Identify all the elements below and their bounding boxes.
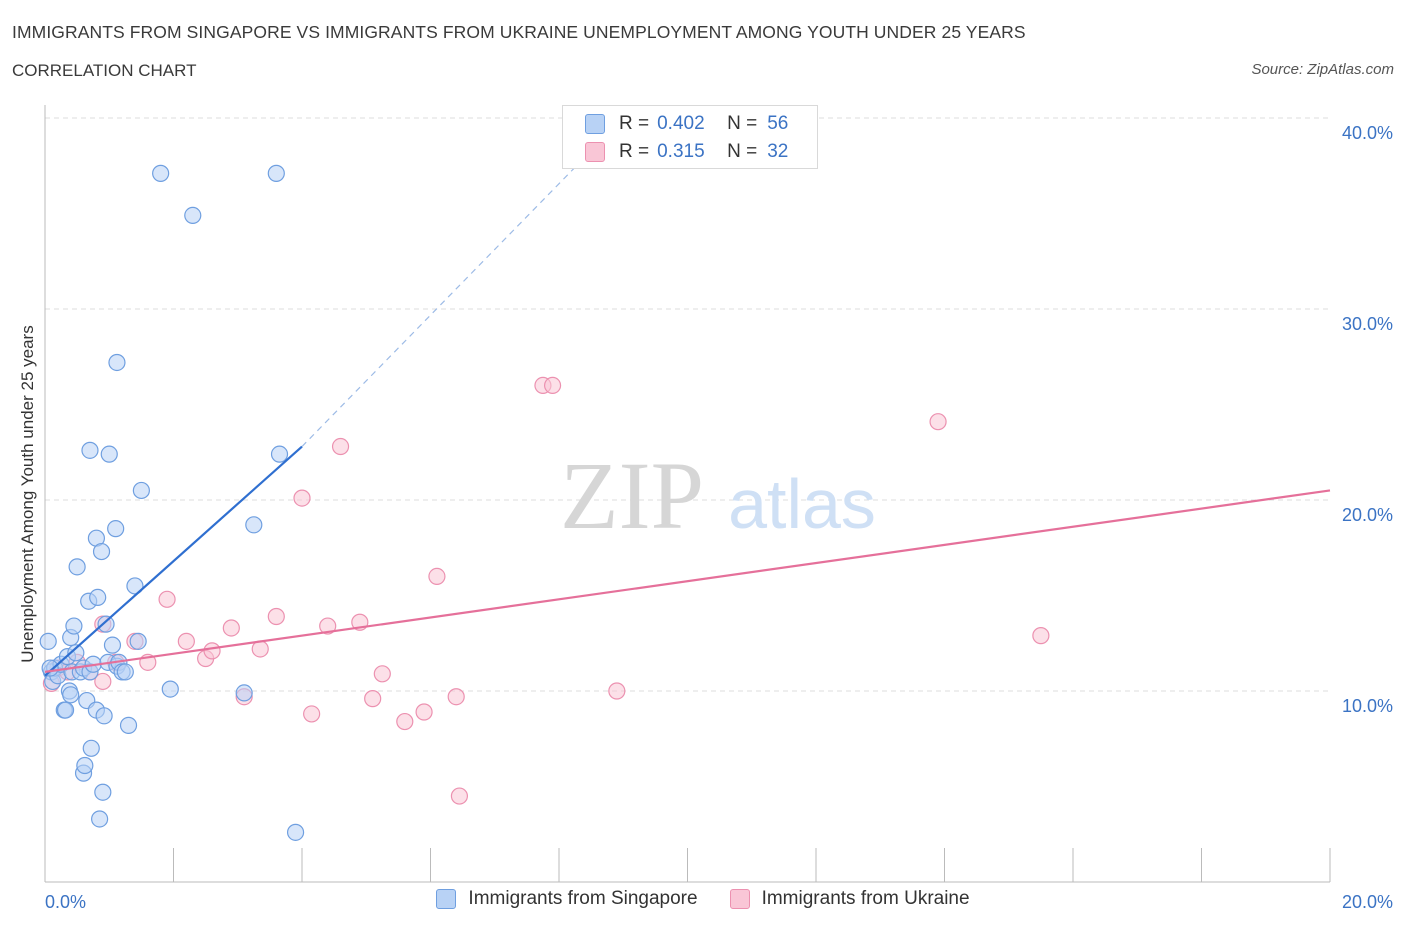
y-tick-label: 40.0% [1342, 123, 1393, 143]
legend-r-value: 0.315 [657, 141, 705, 162]
legend-box: R = 0.402 N = 56 R = 0.315 N = 32 [562, 105, 818, 169]
watermark: ZIP atlas [560, 442, 876, 549]
legend-n-value: 32 [767, 141, 789, 162]
ukraine-point [415, 703, 433, 721]
chart-title: IMMIGRANTS FROM SINGAPORE VS IMMIGRANTS … [12, 22, 1026, 42]
series-label-ukraine: Immigrants from Ukraine [761, 888, 970, 909]
singapore-point [81, 441, 99, 459]
singapore-point [41, 659, 59, 677]
singapore-point [132, 481, 150, 500]
singapore-point [89, 588, 107, 607]
singapore-point [108, 353, 126, 372]
y-tick-label: 20.0% [1342, 505, 1393, 525]
tick-labels: 10.0% 20.0% 30.0% 40.0% 0.0% 20.0% Unemploymen… [18, 123, 1393, 912]
y-tick-label: 10.0% [1342, 696, 1393, 716]
singapore-point [56, 701, 75, 719]
grid [45, 117, 1330, 692]
legend-n-label: N = [727, 113, 758, 134]
singapore-point [67, 644, 85, 662]
ukraine-point [293, 489, 311, 507]
singapore-point [107, 520, 125, 538]
singapore-point [286, 823, 305, 841]
ukraine-point [158, 590, 176, 608]
singapore-point [92, 542, 111, 561]
singapore-point [126, 577, 144, 595]
ukraine-point [450, 787, 469, 805]
ukraine-point [373, 665, 391, 683]
ukraine-point [303, 705, 321, 723]
singapore-point [82, 739, 100, 757]
ukraine-points [42, 376, 1050, 805]
ukraine-point [447, 688, 465, 706]
ukraine-point [396, 712, 414, 731]
series-swatch-ukraine [729, 889, 750, 909]
legend-r-value: 0.402 [657, 113, 705, 134]
legend-n-label: N = [727, 141, 758, 162]
legend-swatch-ukraine [585, 142, 605, 162]
singapore-point [39, 632, 57, 650]
y-tick-label: 30.0% [1342, 314, 1393, 334]
legend-r-label: R = [619, 113, 650, 134]
singapore-point [152, 164, 170, 182]
trend-lines [44, 117, 1331, 677]
ukraine-point [319, 617, 337, 635]
x-tick-label-min: 0.0% [45, 892, 86, 912]
legend-r-label: R = [619, 141, 650, 162]
legend-row-ukraine: R = 0.315 N = 32 [585, 138, 788, 166]
singapore-point [76, 756, 94, 775]
ukraine-point [428, 567, 446, 586]
source-label: Source: ZipAtlas.com [1251, 61, 1394, 78]
ukraine-trend-line [44, 489, 1331, 673]
singapore-points [39, 164, 305, 841]
singapore-point [270, 445, 289, 463]
series-legend-singapore: Immigrants from Singapore [436, 888, 698, 910]
legend-swatch-singapore [585, 114, 605, 134]
ukraine-point [203, 642, 221, 660]
ukraine-point [364, 690, 382, 708]
chart-subtitle: CORRELATION CHART [12, 61, 197, 80]
singapore-point [161, 680, 179, 698]
singapore-point [119, 716, 138, 734]
series-legend: Immigrants from Singapore Immigrants fro… [0, 888, 1406, 910]
singapore-point [65, 617, 83, 635]
ukraine-point [543, 376, 562, 394]
ukraine-point [608, 682, 626, 700]
singapore-point [91, 810, 109, 828]
watermark-atlas: atlas [728, 465, 876, 543]
singapore-point [94, 783, 112, 801]
axes [44, 105, 1331, 883]
ukraine-point [177, 632, 195, 650]
singapore-trend-line [44, 445, 303, 677]
ukraine-point [929, 413, 947, 431]
singapore-point [62, 686, 80, 704]
singapore-point [97, 615, 115, 633]
singapore-point [129, 632, 147, 650]
ukraine-point [222, 619, 240, 637]
legend-n-value: 56 [767, 113, 789, 134]
singapore-point [184, 206, 202, 225]
singapore-point [245, 516, 263, 534]
series-label-singapore: Immigrants from Singapore [468, 888, 698, 909]
singapore-point [95, 707, 113, 725]
singapore-point [267, 164, 285, 182]
legend-row-singapore: R = 0.402 N = 56 [585, 110, 788, 138]
singapore-point [103, 636, 122, 654]
x-tick-label-max: 20.0% [1342, 892, 1393, 912]
singapore-point [100, 445, 118, 463]
ukraine-point [94, 672, 112, 691]
series-swatch-singapore [436, 889, 457, 909]
ukraine-point [267, 607, 285, 626]
y-axis-label: Unemployment Among Youth under 25 years [18, 325, 37, 662]
watermark-zip: ZIP [560, 442, 704, 549]
ukraine-point [331, 437, 350, 456]
singapore-point [235, 684, 253, 702]
singapore-point [68, 558, 86, 576]
singapore-point [116, 663, 134, 681]
ukraine-point [1032, 627, 1050, 645]
series-legend-ukraine: Immigrants from Ukraine [729, 888, 970, 910]
